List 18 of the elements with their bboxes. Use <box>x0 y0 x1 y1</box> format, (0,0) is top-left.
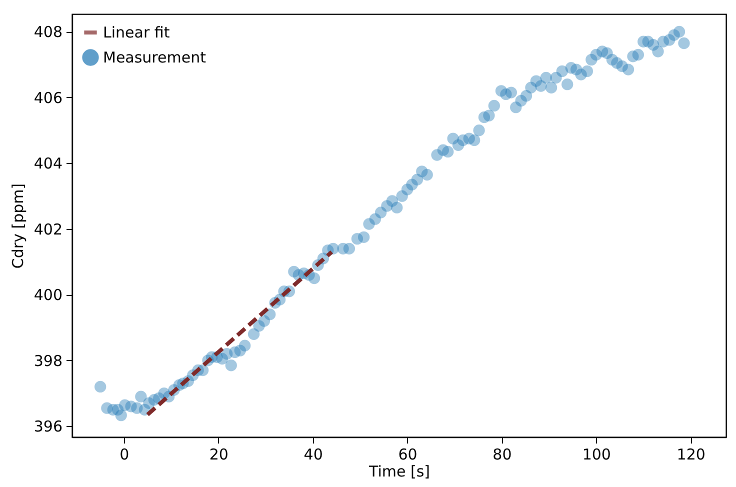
legend-label: Linear fit <box>103 24 170 42</box>
x-tick-label: 120 <box>676 446 706 464</box>
y-tick-label: 400 <box>34 286 62 304</box>
x-tick-label: 0 <box>120 446 130 464</box>
x-tick-label: 60 <box>398 446 418 464</box>
x-tick-label: 80 <box>492 446 512 464</box>
y-tick-label: 398 <box>34 352 62 370</box>
x-tick-label: 100 <box>582 446 611 464</box>
x-tick-label: 20 <box>209 446 228 464</box>
x-tick-label: 40 <box>304 446 323 464</box>
y-tick-label: 402 <box>34 220 62 238</box>
y-tick-label: 408 <box>34 23 62 42</box>
y-tick-label: 404 <box>34 154 62 173</box>
y-axis-title: Cdry [ppm] <box>8 183 27 269</box>
y-tick-label: 396 <box>34 418 62 436</box>
legend-label: Measurement <box>103 48 206 66</box>
y-tick-label: 406 <box>34 88 62 107</box>
x-axis-title: Time [s] <box>368 462 430 480</box>
